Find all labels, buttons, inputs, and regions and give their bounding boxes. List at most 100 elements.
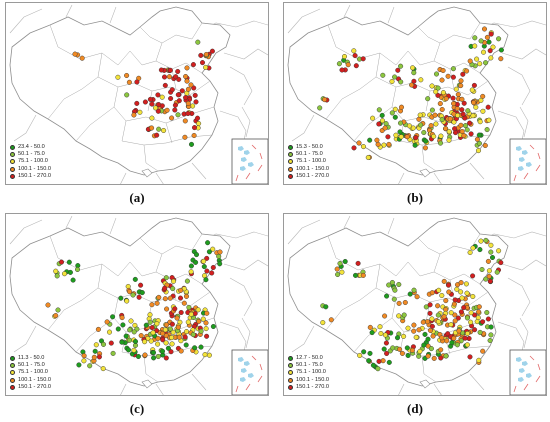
station-dot	[443, 298, 449, 304]
monitoring-stations	[317, 26, 504, 161]
station-dot	[53, 268, 59, 274]
station-dot	[110, 350, 116, 356]
station-dot	[175, 68, 181, 75]
station-dot	[422, 145, 428, 151]
station-dot	[423, 138, 429, 144]
inset-dash	[257, 164, 263, 172]
neighbor-border	[501, 48, 546, 60]
neighbor-border	[291, 114, 315, 142]
station-dot	[421, 129, 427, 136]
station-dot	[459, 96, 465, 102]
station-dot	[320, 320, 326, 326]
station-dot	[386, 359, 392, 365]
inset-dash	[257, 375, 263, 383]
station-dot	[353, 63, 359, 69]
station-dot	[188, 82, 194, 88]
province-border	[129, 50, 203, 74]
station-dot	[443, 353, 449, 359]
station-dot	[166, 74, 172, 80]
station-dot	[498, 260, 504, 266]
station-dot	[446, 137, 452, 143]
monitoring-stations	[72, 39, 215, 147]
station-dot	[458, 289, 464, 295]
station-dot	[108, 340, 114, 346]
station-dot	[217, 261, 223, 267]
station-dot	[183, 95, 189, 101]
legend-swatch	[10, 356, 15, 362]
station-dot	[154, 321, 160, 327]
province-border	[143, 355, 159, 383]
station-dot	[336, 61, 342, 67]
station-dot	[474, 56, 480, 62]
station-dot	[464, 290, 470, 296]
station-dot	[173, 74, 179, 80]
neighbor-border	[155, 172, 164, 184]
station-dot	[184, 278, 190, 284]
station-dot	[182, 134, 188, 140]
station-dot	[204, 333, 210, 339]
station-dot	[156, 126, 162, 132]
legend-item-3: 75.1 - 100.0	[288, 369, 329, 376]
station-dot	[119, 315, 125, 321]
island-outline	[141, 379, 153, 389]
legend-label: 50.1 - 75.0	[296, 362, 323, 369]
inset-island	[522, 361, 528, 366]
station-dot	[418, 77, 424, 83]
legend-label: 12.7 - 50.0	[296, 354, 323, 361]
neighbor-border	[519, 106, 529, 138]
station-dot	[382, 125, 388, 131]
station-dot	[175, 92, 181, 98]
inset-island	[240, 166, 246, 171]
station-dot	[433, 89, 439, 95]
station-dot	[472, 35, 478, 41]
station-dot	[478, 97, 484, 103]
legend-item-4: 100.1 - 150.0	[288, 377, 329, 384]
neighbor-border	[398, 383, 405, 395]
station-dot	[449, 340, 455, 346]
station-dot	[110, 314, 116, 320]
station-dot	[93, 342, 99, 348]
station-dot	[435, 85, 441, 91]
neighbor-border	[9, 8, 43, 34]
station-dot	[459, 107, 465, 113]
station-dot	[135, 353, 141, 360]
neighbor-border	[469, 162, 485, 180]
china-map	[287, 4, 546, 184]
neighbor-border	[241, 317, 251, 349]
inset-dash	[251, 355, 257, 361]
neighbor-border	[229, 66, 253, 106]
province-border	[143, 144, 159, 172]
province-border	[417, 26, 441, 44]
station-dot	[483, 276, 489, 282]
neighbor-border	[120, 383, 127, 395]
neighbor-border	[13, 114, 37, 142]
station-dot	[382, 332, 388, 338]
station-dot	[342, 258, 348, 265]
station-dot	[195, 39, 201, 45]
neighbor-border	[507, 277, 531, 317]
south-china-sea-inset	[509, 138, 546, 184]
monitoring-stations	[320, 237, 504, 372]
inset-island	[516, 146, 522, 151]
station-dot	[468, 131, 474, 137]
station-dot	[458, 122, 464, 128]
inset-island	[241, 368, 247, 373]
station-dot	[443, 126, 449, 132]
station-dot	[487, 48, 493, 54]
neighbor-border	[287, 8, 321, 34]
station-dot	[152, 105, 159, 111]
station-dot	[486, 39, 492, 45]
station-dot	[58, 259, 65, 265]
station-dot	[486, 117, 492, 123]
south-china-sea-inset	[509, 349, 546, 395]
station-dot	[470, 245, 476, 251]
station-dot	[462, 335, 468, 341]
inset-frame	[509, 138, 546, 184]
station-dot	[341, 53, 348, 60]
station-dot	[464, 315, 470, 321]
station-dot	[386, 282, 392, 288]
station-dot	[67, 269, 73, 275]
station-dot	[406, 123, 413, 129]
station-dot	[407, 291, 413, 297]
station-dot	[131, 347, 137, 353]
